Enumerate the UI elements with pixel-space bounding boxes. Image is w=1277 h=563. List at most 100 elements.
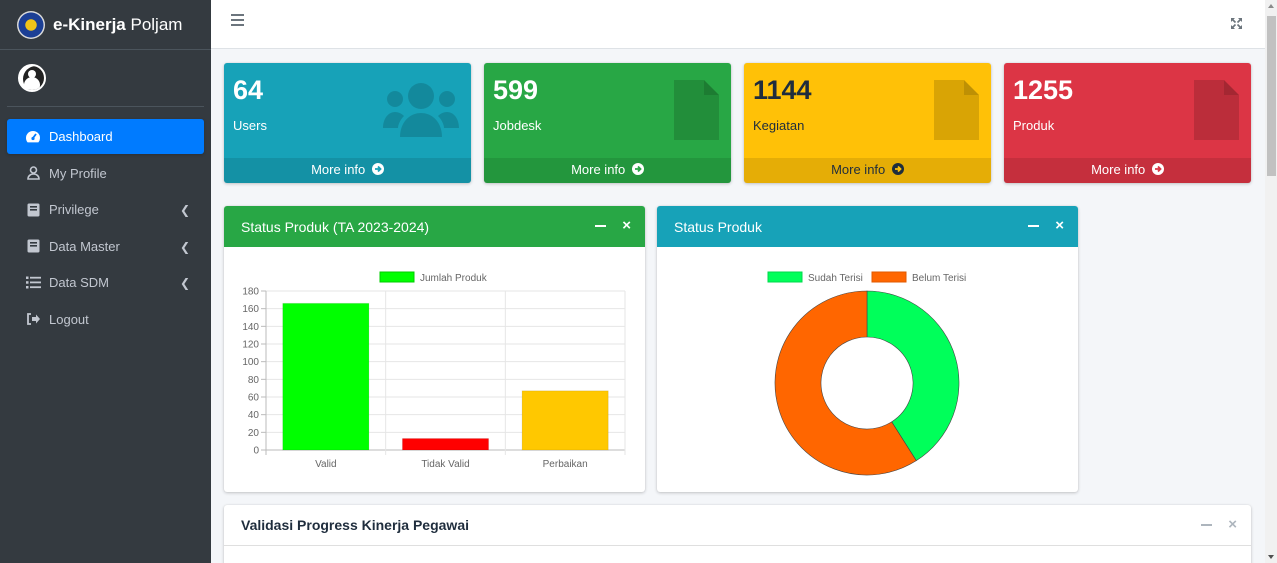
more-info-label: More info: [571, 162, 626, 177]
sidebar-item-label: Data SDM: [49, 275, 109, 290]
y-tick-label: 60: [248, 393, 260, 404]
more-info-link[interactable]: More info: [744, 158, 991, 183]
stat-value: 1144: [753, 75, 812, 105]
doughnut-slice: [774, 290, 917, 476]
bar-chart: Jumlah Produk 0 20 40 60 80 100 120 140 160 180 Val…: [242, 271, 626, 470]
card-title: Status Produk (TA 2023-2024): [241, 218, 430, 235]
stat-value: 1255: [1013, 75, 1074, 105]
more-info-link[interactable]: More info: [484, 158, 731, 183]
card-tools: ×: [1201, 516, 1237, 533]
progress-card: Validasi Progress Kinerja Pegawai ×: [224, 505, 1251, 563]
more-info-label: More info: [311, 162, 366, 177]
sidebar-item-my-profile[interactable]: My Profile: [7, 156, 204, 191]
y-tick-label: 100: [242, 357, 259, 368]
close-icon[interactable]: ×: [1055, 217, 1064, 234]
x-tick-label: Perbaikan: [543, 459, 588, 470]
more-info-link[interactable]: More info: [1004, 158, 1251, 183]
menu-toggle-icon[interactable]: [231, 14, 244, 26]
more-info-label: More info: [831, 162, 886, 177]
chevron-left-icon: ❮: [179, 239, 190, 254]
sidebar-item-label: My Profile: [49, 165, 107, 181]
scroll-down-arrow-icon[interactable]: [1268, 555, 1274, 559]
arrow-circle-right-icon: [891, 163, 904, 175]
user-avatar-icon[interactable]: [18, 64, 46, 92]
card-title: Status Produk: [674, 218, 762, 235]
legend-swatch: [871, 271, 907, 283]
bar-chart-card: Status Produk (TA 2023-2024) × Jumlah Pr…: [224, 206, 645, 492]
more-info-link[interactable]: More info: [224, 158, 471, 183]
stat-box-jobdesk: 599 Jobdesk More info: [484, 63, 731, 183]
list-icon: [24, 276, 42, 289]
y-tick-label: 20: [248, 428, 260, 439]
sidebar-item-dashboard[interactable]: Dashboard: [7, 119, 204, 154]
scroll-up-arrow-icon[interactable]: [1268, 4, 1274, 8]
doughnut-chart: Sudah Terisi Belum Terisi: [767, 271, 966, 476]
brand-link[interactable]: e-Kinerja Poljam: [0, 0, 211, 50]
sidebar-item-privilege[interactable]: Privilege ❮: [7, 192, 204, 227]
legend-swatch: [767, 271, 803, 283]
card-tools: ×: [1028, 217, 1064, 234]
stat-label: Produk: [1013, 118, 1055, 133]
stat-value: 599: [493, 75, 539, 105]
collapse-icon[interactable]: [1028, 225, 1040, 227]
sidebar-item-label: Privilege: [49, 202, 99, 217]
sidebar: e-Kinerja Poljam Dashboard My Profile Pr…: [0, 0, 211, 563]
y-tick-label: 140: [242, 322, 259, 333]
book-icon: [24, 239, 42, 253]
stat-box-produk: 1255 Produk More info: [1004, 63, 1251, 183]
users-icon: [383, 83, 459, 137]
top-navbar: [211, 0, 1265, 49]
file-icon: [1194, 80, 1239, 140]
arrow-circle-right-icon: [631, 163, 644, 175]
stat-label: Kegiatan: [753, 118, 805, 133]
sidebar-item-logout[interactable]: Logout: [7, 302, 204, 337]
sidebar-nav: Dashboard My Profile Privilege ❮ Data Ma…: [0, 119, 211, 337]
y-tick-label: 160: [242, 304, 259, 315]
card-title: Validasi Progress Kinerja Pegawai: [241, 517, 469, 533]
more-info-label: More info: [1091, 162, 1146, 177]
bar: [282, 302, 370, 451]
doughnut-chart-card: Status Produk × Sudah Terisi Belum Terisi: [657, 206, 1078, 492]
page-scrollbar[interactable]: [1265, 0, 1277, 563]
sidebar-item-label: Dashboard: [49, 129, 113, 144]
stat-label: Jobdesk: [493, 118, 542, 133]
x-tick-label: Tidak Valid: [421, 459, 469, 470]
doughnut-slice: [866, 290, 960, 462]
legend-swatch: [379, 271, 415, 283]
user-panel: [7, 50, 204, 107]
scroll-thumb[interactable]: [1267, 16, 1276, 176]
legend-label: Belum Terisi: [912, 273, 966, 284]
chevron-left-icon: ❮: [179, 203, 190, 217]
stat-box-kegiatan: 1144 Kegiatan More info: [744, 63, 991, 183]
fullscreen-icon[interactable]: [1230, 17, 1243, 30]
file-icon: [674, 80, 719, 140]
stat-value: 64: [233, 75, 264, 105]
y-tick-label: 40: [248, 410, 260, 421]
close-icon[interactable]: ×: [1228, 516, 1237, 533]
bar: [401, 438, 490, 451]
card-tools: ×: [595, 217, 631, 234]
card-header: Status Produk (TA 2023-2024) ×: [224, 206, 645, 247]
brand-logo: [17, 10, 45, 39]
sidebar-item-data-master[interactable]: Data Master ❮: [7, 229, 204, 264]
legend-label: Jumlah Produk: [420, 273, 488, 284]
book-icon: [24, 203, 42, 217]
sign-out-icon: [24, 313, 42, 325]
arrow-circle-right-icon: [371, 163, 384, 175]
collapse-icon[interactable]: [595, 225, 607, 227]
legend-label: Sudah Terisi: [808, 273, 863, 284]
y-tick-label: 80: [248, 375, 260, 386]
card-header: Status Produk ×: [657, 206, 1078, 247]
stat-label: Users: [233, 118, 267, 133]
file-icon: [934, 80, 979, 140]
card-header: Validasi Progress Kinerja Pegawai ×: [224, 505, 1251, 546]
close-icon[interactable]: ×: [622, 217, 631, 234]
arrow-circle-right-icon: [1151, 163, 1164, 175]
y-tick-label: 0: [253, 446, 259, 457]
brand-title-light: Poljam: [130, 14, 183, 34]
collapse-icon[interactable]: [1201, 524, 1213, 526]
sidebar-item-label: Logout: [49, 311, 89, 327]
sidebar-item-label: Data Master: [49, 238, 120, 254]
sidebar-item-data-sdm[interactable]: Data SDM ❮: [7, 265, 204, 300]
bar: [521, 390, 609, 451]
